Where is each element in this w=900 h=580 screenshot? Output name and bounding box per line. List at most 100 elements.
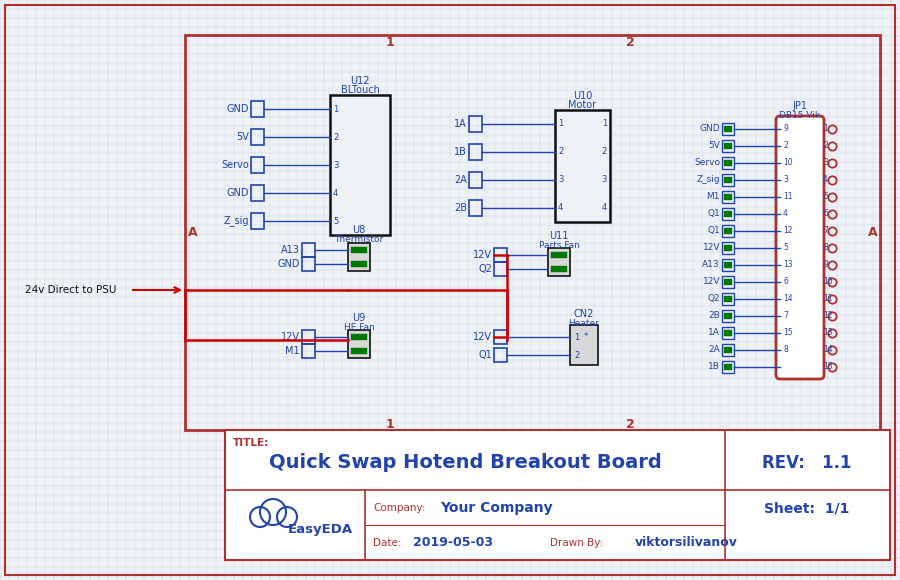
- Text: 15: 15: [823, 362, 832, 371]
- Text: Servo: Servo: [221, 160, 249, 170]
- Text: 5: 5: [333, 216, 338, 226]
- Text: Quick Swap Hotend Breakout Board: Quick Swap Hotend Breakout Board: [268, 454, 662, 473]
- Text: 3: 3: [558, 176, 563, 184]
- Text: 2: 2: [626, 418, 634, 430]
- Bar: [724, 194, 732, 200]
- Text: 2A: 2A: [708, 345, 720, 354]
- Text: GND: GND: [699, 124, 720, 133]
- Text: 13: 13: [823, 328, 832, 337]
- Text: 2B: 2B: [708, 311, 720, 320]
- Text: 24v Direct to PSU: 24v Direct to PSU: [25, 285, 116, 295]
- Text: 11: 11: [823, 294, 832, 303]
- Text: 9: 9: [783, 124, 788, 133]
- Bar: [251, 101, 264, 117]
- Text: A: A: [868, 226, 878, 238]
- Text: 1A: 1A: [454, 119, 467, 129]
- Text: GND: GND: [277, 259, 300, 269]
- Text: 5V: 5V: [236, 132, 249, 142]
- Text: Date:: Date:: [373, 538, 401, 548]
- Text: 1: 1: [333, 104, 338, 114]
- Bar: [724, 346, 732, 353]
- Text: M1: M1: [285, 346, 300, 356]
- Bar: [551, 266, 567, 272]
- Bar: [722, 327, 734, 339]
- Bar: [724, 278, 732, 285]
- Bar: [469, 172, 482, 188]
- Text: Sheet:  1/1: Sheet: 1/1: [764, 501, 850, 515]
- Bar: [251, 185, 264, 201]
- Bar: [469, 200, 482, 216]
- Text: 7: 7: [823, 226, 828, 235]
- Text: 13: 13: [783, 260, 793, 269]
- Text: 4: 4: [783, 209, 788, 218]
- Text: Heater: Heater: [569, 318, 599, 328]
- Bar: [722, 157, 734, 169]
- Text: Servo: Servo: [694, 158, 720, 167]
- Text: 12V: 12V: [473, 332, 492, 342]
- Text: 12: 12: [783, 226, 793, 235]
- Text: Q2: Q2: [707, 294, 720, 303]
- Bar: [251, 157, 264, 173]
- Text: 3: 3: [783, 175, 788, 184]
- Text: 5V: 5V: [708, 141, 720, 150]
- Bar: [722, 310, 734, 321]
- Text: 9: 9: [823, 260, 828, 269]
- Text: Q2: Q2: [478, 264, 492, 274]
- Text: Company:: Company:: [373, 503, 426, 513]
- Bar: [722, 190, 734, 202]
- Bar: [185, 35, 880, 430]
- Text: Q1: Q1: [707, 226, 720, 235]
- Text: U12: U12: [350, 76, 370, 86]
- Bar: [724, 227, 732, 234]
- Bar: [722, 173, 734, 186]
- Text: 1B: 1B: [708, 362, 720, 371]
- Text: GND: GND: [227, 104, 249, 114]
- Text: BLTouch: BLTouch: [340, 85, 380, 95]
- Bar: [302, 243, 315, 257]
- Text: 11: 11: [783, 192, 793, 201]
- Text: 8: 8: [783, 345, 788, 354]
- Bar: [722, 292, 734, 304]
- Text: U9: U9: [353, 313, 365, 323]
- Text: 1B: 1B: [454, 147, 467, 157]
- Text: 10: 10: [823, 277, 832, 286]
- Text: A13: A13: [702, 260, 720, 269]
- Text: Motor: Motor: [569, 100, 597, 110]
- Text: 12V: 12V: [703, 277, 720, 286]
- Bar: [724, 295, 732, 302]
- Text: GND: GND: [227, 188, 249, 198]
- Text: U8: U8: [353, 225, 365, 235]
- Bar: [494, 262, 507, 276]
- Bar: [722, 122, 734, 135]
- Text: 1: 1: [558, 119, 563, 129]
- Bar: [251, 129, 264, 145]
- Bar: [722, 361, 734, 372]
- Text: 2: 2: [626, 35, 634, 49]
- Bar: [348, 243, 370, 271]
- Text: 7: 7: [783, 311, 788, 320]
- Text: 4: 4: [333, 188, 338, 198]
- Text: DB15 Vik: DB15 Vik: [779, 111, 821, 119]
- Text: HE Fan: HE Fan: [344, 322, 374, 332]
- Text: 1: 1: [823, 124, 828, 133]
- Text: 3: 3: [823, 158, 828, 167]
- Text: 2: 2: [823, 141, 828, 150]
- Text: A: A: [188, 226, 198, 238]
- Text: 15: 15: [783, 328, 793, 337]
- Text: 12V: 12V: [473, 250, 492, 260]
- Bar: [469, 144, 482, 160]
- Text: REV:   1.1: REV: 1.1: [762, 454, 851, 472]
- Bar: [722, 241, 734, 253]
- Text: 2: 2: [333, 132, 338, 142]
- Text: 12V: 12V: [703, 243, 720, 252]
- Text: 2: 2: [574, 350, 580, 360]
- Bar: [724, 245, 732, 251]
- Text: Parts Fan: Parts Fan: [538, 241, 580, 249]
- Bar: [351, 348, 367, 354]
- Bar: [555, 110, 610, 222]
- Text: 12: 12: [823, 311, 832, 320]
- Bar: [724, 125, 732, 132]
- Text: Drawn By:: Drawn By:: [550, 538, 603, 548]
- Text: 1: 1: [385, 418, 394, 430]
- Bar: [494, 348, 507, 362]
